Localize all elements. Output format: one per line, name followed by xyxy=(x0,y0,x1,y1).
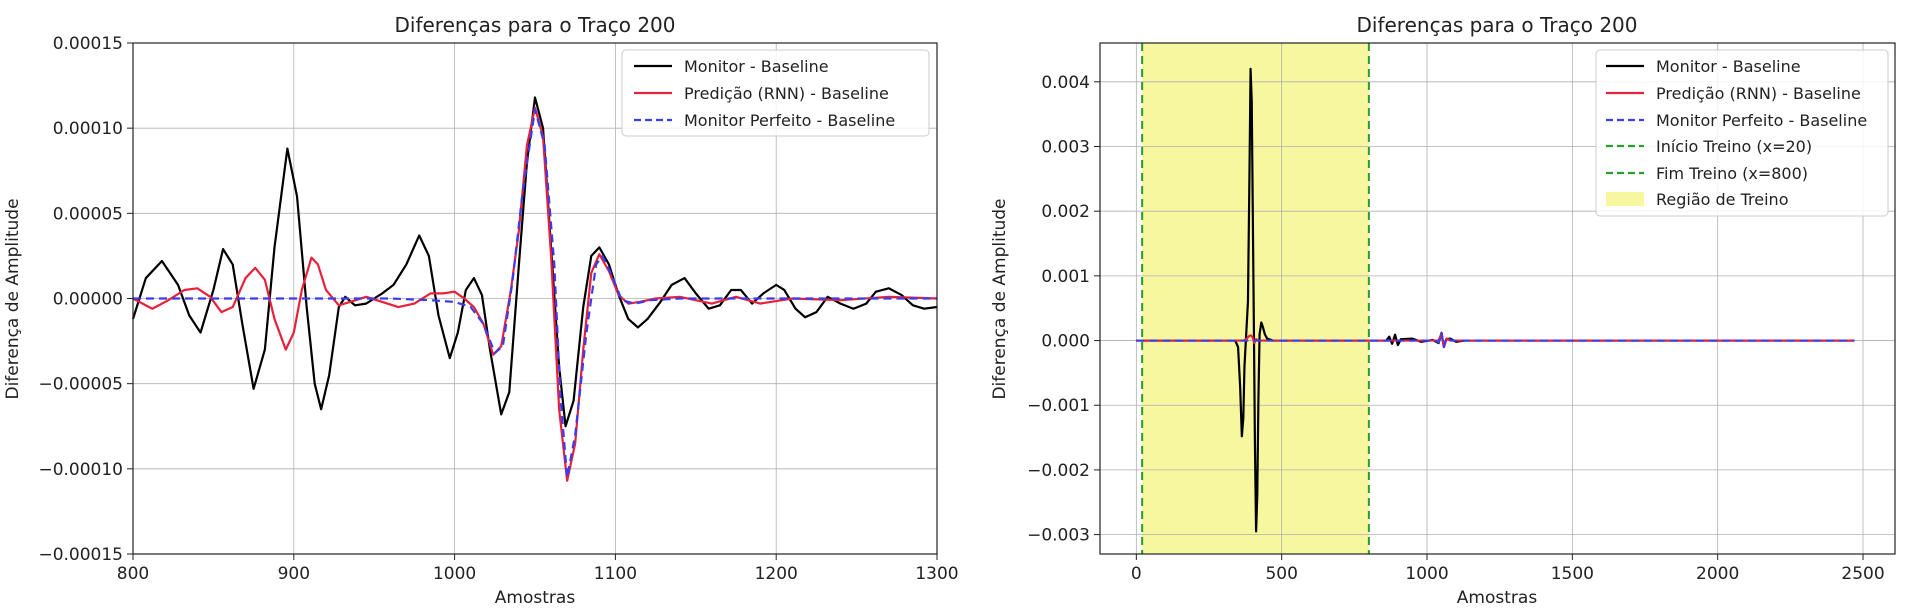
series-line-1 xyxy=(132,106,938,482)
legend-box-left xyxy=(621,49,930,137)
y-tick-label: 0.001 xyxy=(1041,267,1090,287)
series-line-2 xyxy=(133,108,937,479)
legend-label-monitor-right: Monitor - Baseline xyxy=(1656,57,1801,76)
legend-left: Monitor - Baseline Predição (RNN) - Base… xyxy=(621,49,930,137)
legend-label-rnn-left: Predição (RNN) - Baseline xyxy=(684,84,889,103)
x-tick-label: 900 xyxy=(278,564,310,584)
legend-label-end-right: Fim Treino (x=800) xyxy=(1656,164,1808,183)
y-tick-label: 0.00000 xyxy=(53,290,123,310)
y-tick-label: 0.00010 xyxy=(53,119,123,139)
legend-label-rnn-right: Predição (RNN) - Baseline xyxy=(1656,84,1861,103)
legend-right: Monitor - Baseline Predição (RNN) - Base… xyxy=(1595,49,1889,217)
y-axis-title-left: Diferença de Amplitude xyxy=(3,198,23,399)
y-tick-label: 0.002 xyxy=(1041,202,1090,222)
y-axis-title-right: Diferença de Amplitude xyxy=(990,198,1010,399)
x-tick-label: 1000 xyxy=(1405,564,1448,584)
x-tick-label: 800 xyxy=(117,564,149,584)
y-tick-label: −0.003 xyxy=(1027,526,1090,546)
y-tick-label: −0.00005 xyxy=(38,375,123,395)
x-tick-label: 1300 xyxy=(915,564,958,584)
x-tick-label: 1100 xyxy=(594,564,637,584)
y-tick-label: −0.002 xyxy=(1027,461,1090,481)
y-tick-label: 0.000 xyxy=(1041,332,1090,352)
legend-label-region-right: Região de Treino xyxy=(1656,190,1788,209)
legend-swatch-region-right xyxy=(1606,192,1644,206)
series-layer-left xyxy=(131,96,938,482)
x-tick-label: 500 xyxy=(1265,564,1297,584)
legend-box-right xyxy=(1595,49,1889,217)
x-tick-label: 0 xyxy=(1131,564,1142,584)
series-layer-right xyxy=(1136,67,1855,533)
legend-label-perfect-right: Monitor Perfeito - Baseline xyxy=(1656,111,1867,130)
x-axis-title-left: Amostras xyxy=(495,588,576,608)
legend-label-start-right: Início Treino (x=20) xyxy=(1656,137,1812,156)
y-tick-label: −0.00010 xyxy=(38,460,123,480)
chart-title-right: Diferenças para o Traço 200 xyxy=(1357,13,1638,37)
x-tick-label: 1200 xyxy=(755,564,798,584)
x-axis-title-right: Amostras xyxy=(1457,588,1538,608)
series-line-2 xyxy=(1136,332,1855,349)
chart-left: 800 900 1000 1100 1200 1300 0.00015 0.00010 0.00… xyxy=(3,13,959,608)
y-tick-label: −0.00015 xyxy=(38,545,123,565)
chart-right: 0 500 1000 1500 2000 2500 0.004 0.003 0.002 0.001… xyxy=(990,13,1896,608)
y-tick-label: 0.00015 xyxy=(53,34,123,54)
x-tick-label: 1500 xyxy=(1551,564,1594,584)
y-tick-label: 0.004 xyxy=(1041,73,1090,93)
ticks-left: 800 900 1000 1100 1200 1300 0.00015 0.00010 0.00… xyxy=(38,34,958,584)
legend-label-perfect-left: Monitor Perfeito - Baseline xyxy=(684,111,895,130)
y-tick-label: −0.001 xyxy=(1027,396,1090,416)
legend-label-monitor-left: Monitor - Baseline xyxy=(684,57,829,76)
axes-frame-right xyxy=(1099,42,1896,555)
y-tick-label: 0.003 xyxy=(1041,137,1090,157)
x-tick-label: 2000 xyxy=(1696,564,1739,584)
ticks-right: 0 500 1000 1500 2000 2500 0.004 0.003 0.002 0.001… xyxy=(1027,73,1885,584)
x-tick-label: 1000 xyxy=(433,564,476,584)
chart-title-left: Diferenças para o Traço 200 xyxy=(395,13,676,37)
training-bounds-layer xyxy=(1141,43,1370,554)
y-tick-label: 0.00005 xyxy=(53,204,123,224)
x-tick-label: 2500 xyxy=(1841,564,1884,584)
